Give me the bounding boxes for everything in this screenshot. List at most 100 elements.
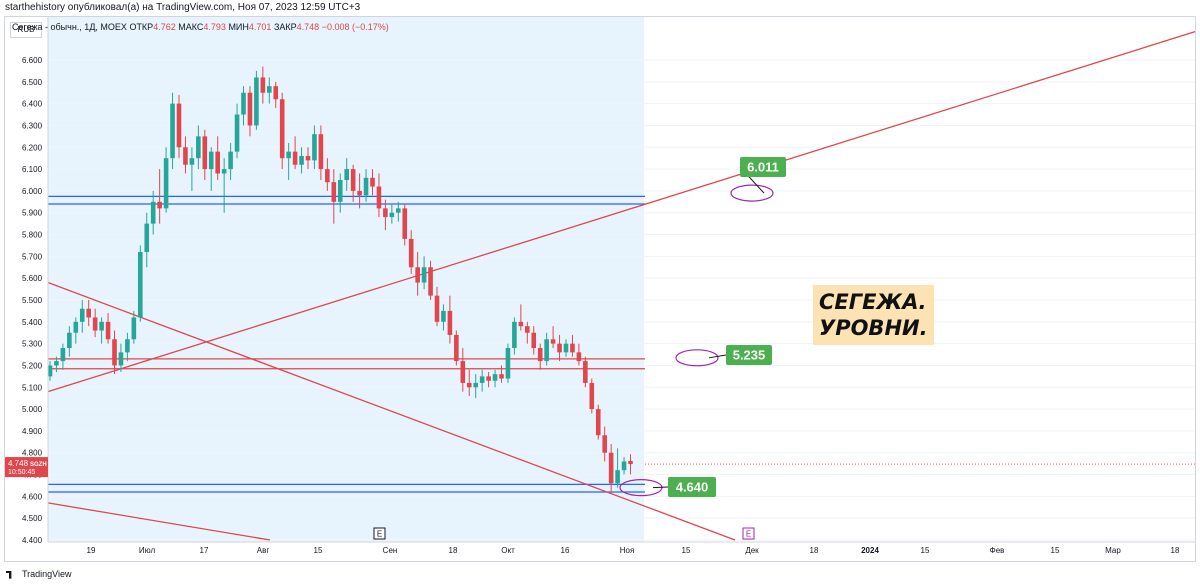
candle-body	[144, 223, 150, 252]
level-label-text: 5.235	[733, 348, 766, 363]
x-tick-label: 18	[810, 546, 819, 555]
candle-body	[176, 103, 182, 148]
candle-body	[486, 376, 491, 381]
footer-brand[interactable]: TradingView	[6, 566, 72, 582]
candle-body	[441, 310, 446, 322]
candle-body	[183, 147, 188, 165]
candle-body	[408, 238, 414, 268]
candle-body	[396, 208, 401, 213]
candle-body	[544, 339, 549, 362]
candle-body	[138, 252, 143, 318]
candle-body	[67, 332, 72, 348]
candle-body	[621, 461, 627, 471]
overlay-title: СЕГЕЖА. УРОВНИ.	[813, 285, 934, 345]
candle-body	[350, 169, 356, 191]
x-tick-label: Дек	[745, 546, 759, 555]
candle-body	[531, 332, 537, 348]
candle-body	[163, 158, 169, 209]
x-tick-label: 2024	[861, 546, 879, 555]
candle-body	[305, 156, 311, 161]
footer-brand-text: TradingView	[22, 569, 72, 579]
level-label-text: 6.011	[747, 160, 779, 175]
candle-body	[92, 317, 98, 331]
y-tick-label: 4.800	[22, 449, 43, 458]
candle-body	[473, 382, 478, 388]
candle-body	[292, 151, 298, 165]
candle-body	[537, 348, 543, 362]
trendline-rising	[47, 31, 1196, 393]
price-label-time: 10:50:45	[8, 469, 35, 476]
candle-body	[150, 201, 156, 224]
candle-body	[112, 339, 117, 366]
candle-body	[157, 201, 162, 209]
legend-open: 4.762	[153, 22, 176, 32]
candle-body	[73, 321, 79, 333]
y-tick-label: 4.500	[22, 514, 43, 523]
shaded-range-rect	[48, 17, 644, 542]
y-tick-label: 6.100	[22, 165, 43, 174]
y-tick-label: 5.700	[22, 252, 43, 261]
candle-body	[247, 92, 253, 126]
y-axis: 6.600 6.500 6.400 6.300 6.200 6.100 6.000 5.900…	[5, 17, 49, 545]
candle-body	[434, 295, 440, 322]
y-tick-label: 5.600	[22, 274, 43, 283]
candle-body	[479, 376, 485, 383]
candle-body	[466, 382, 472, 388]
x-tick-label: Мар	[1105, 546, 1121, 555]
candle-body	[595, 409, 601, 436]
event-marker-box	[373, 527, 386, 540]
y-tick-label: 6.600	[22, 56, 43, 65]
candle-body	[576, 352, 582, 362]
grid	[48, 59, 1195, 541]
price-label-value: 4.748	[8, 459, 29, 468]
shaded-range	[48, 17, 644, 542]
annotations[interactable]: 6.011 5.235 4.640 E E	[373, 157, 786, 540]
overlay-title-line1: СЕГЕЖА.	[819, 290, 927, 314]
candle-body	[505, 348, 511, 379]
trendlines[interactable]	[47, 31, 1196, 541]
x-tick-label: 18	[449, 546, 458, 555]
candle-body	[267, 86, 272, 93]
legend-change: −0.008 (−0.17%)	[321, 22, 389, 32]
x-tick-label: 19	[87, 546, 96, 555]
candle-body	[589, 382, 595, 410]
candle-body	[254, 77, 259, 126]
candle-body	[202, 136, 208, 170]
level-marker-ellipse	[730, 184, 774, 202]
y-tick-label: 5.900	[22, 209, 43, 218]
candle-body	[331, 182, 337, 202]
candle-body	[273, 86, 279, 100]
candle-body	[325, 169, 330, 183]
horizontal-levels[interactable]	[48, 195, 1195, 493]
event-marker-text: E	[377, 530, 382, 539]
y-tick-label: 5.800	[22, 231, 43, 240]
legend-open-label: ОТКР	[129, 22, 154, 32]
level-label-box	[740, 157, 786, 177]
x-tick-label: Ноя	[620, 546, 635, 555]
candle-body	[512, 321, 517, 348]
candle-body	[460, 361, 466, 383]
candle-body	[86, 308, 91, 318]
candle-body	[557, 343, 562, 353]
tradingview-logo-icon	[6, 570, 12, 579]
candle-body	[234, 114, 240, 152]
candle-body	[428, 267, 433, 296]
candle-body	[208, 151, 214, 170]
candle-body	[383, 208, 388, 218]
trendline-lower	[47, 502, 271, 541]
currency-label[interactable]: RUB	[10, 22, 42, 38]
x-tick-label: 18	[1171, 546, 1180, 555]
candle-body	[260, 77, 266, 93]
y-tick-label: 6.300	[22, 121, 43, 130]
candle-body	[628, 461, 633, 465]
level-label-text: 4.640	[676, 480, 709, 495]
candle-body	[279, 99, 285, 159]
y-tick-label: 4.900	[22, 427, 43, 436]
candle-body	[125, 339, 130, 353]
candle-body	[228, 151, 233, 170]
trendline-falling	[47, 281, 736, 541]
x-tick-label: 15	[1051, 546, 1060, 555]
candle-body	[550, 339, 556, 344]
candle-body	[518, 321, 524, 327]
